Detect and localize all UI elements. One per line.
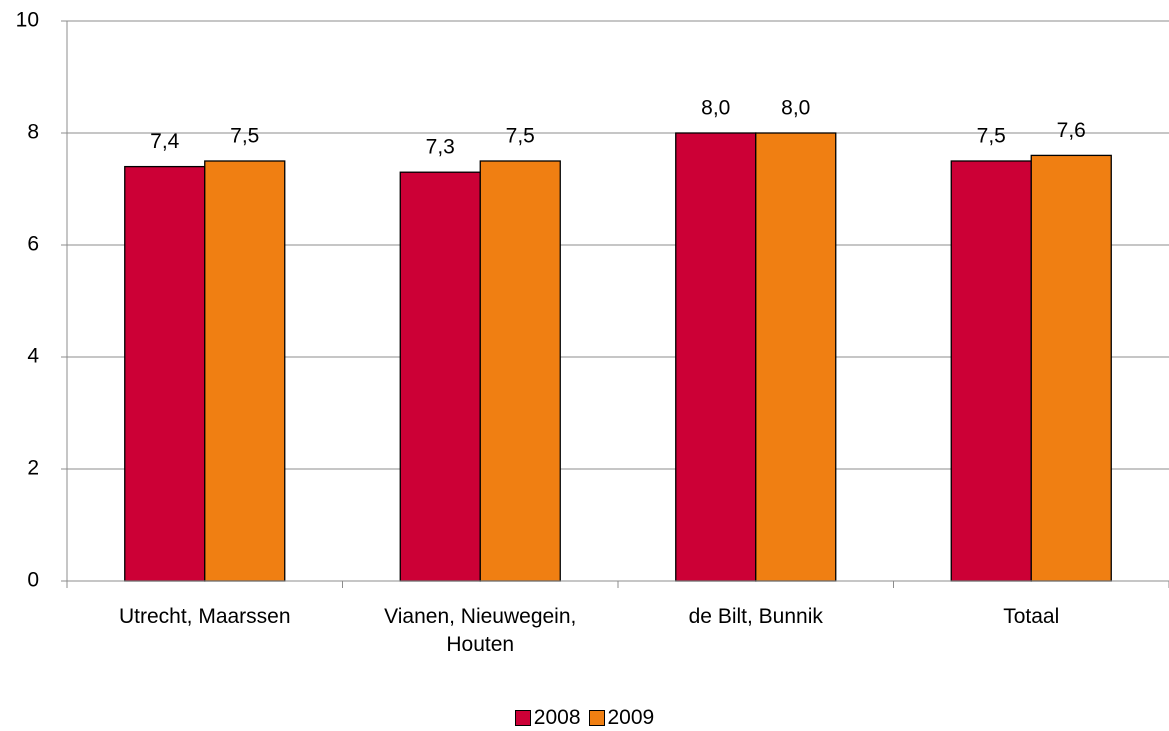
legend-label: 2009 [607, 706, 655, 729]
value-label: 7,5 [230, 125, 259, 148]
bar [675, 132, 757, 582]
bar [399, 171, 481, 582]
legend-label: 2008 [533, 706, 581, 729]
x-tick-label: de Bilt, Bunnik [688, 605, 823, 628]
y-tick-label: 8 [27, 121, 39, 144]
legend-swatch [514, 710, 531, 726]
value-label: 7,3 [426, 136, 455, 159]
value-label: 7,5 [506, 125, 535, 148]
y-tick-label: 10 [16, 9, 39, 32]
bar [204, 160, 286, 582]
legend-swatch [588, 710, 605, 726]
value-label: 8,0 [781, 97, 810, 120]
y-tick-label: 4 [27, 345, 39, 368]
legend: 2008 2009 [0, 706, 1169, 730]
x-tick-label: Vianen, Nieuwegein, Houten [384, 605, 577, 656]
bar [950, 160, 1032, 582]
bar [1030, 154, 1112, 582]
value-label: 7,4 [150, 130, 180, 153]
bar [124, 165, 206, 582]
value-label: 7,5 [977, 125, 1006, 148]
legend-item: 2008 [514, 706, 581, 730]
value-label: 7,6 [1057, 119, 1086, 142]
y-tick-label: 0 [27, 569, 39, 592]
y-tick-label: 6 [27, 233, 39, 256]
value-label: 8,0 [701, 97, 730, 120]
legend-item: 2009 [588, 706, 655, 730]
y-tick-label: 2 [27, 457, 39, 480]
x-tick-label: Totaal [1003, 605, 1060, 628]
bar [479, 160, 561, 582]
bar [755, 132, 837, 582]
x-tick-label: Utrecht, Maarssen [118, 605, 291, 628]
